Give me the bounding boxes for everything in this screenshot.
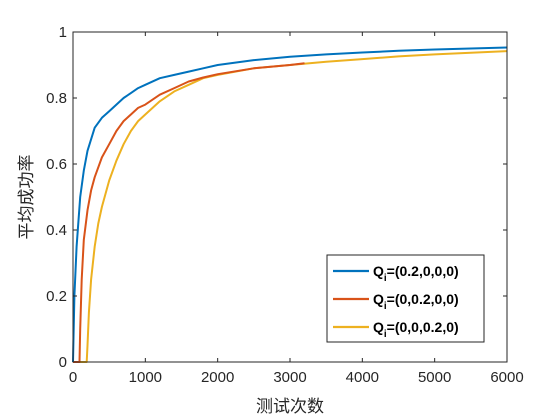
legend-label-2: Qi=(0,0.2,0,0) (373, 291, 459, 312)
x-tick-label: 3000 (273, 369, 306, 386)
legend-label-rest: =(0,0.2,0,0) (387, 291, 459, 307)
x-tick-label: 2000 (201, 369, 234, 386)
legend-label-rest: =(0.2,0,0,0) (387, 263, 459, 279)
series-layer (72, 46, 508, 363)
legend-label-subscript: i (384, 301, 387, 312)
y-tick-label: 0.8 (46, 90, 67, 107)
y-tick-label: 0.6 (46, 156, 67, 173)
y-tick-label: 0.2 (46, 288, 67, 305)
x-tick-label: 0 (69, 369, 77, 386)
y-tick-label: 1 (59, 24, 67, 41)
x-tick-label: 6000 (490, 369, 523, 386)
y-tick-label: 0.4 (46, 222, 67, 239)
legend: Qi=(0.2,0,0,0)Qi=(0,0.2,0,0)Qi=(0,0,0.2,… (326, 254, 485, 343)
legend-label-main: Q (373, 291, 384, 307)
legend-label-1: Qi=(0.2,0,0,0) (373, 263, 459, 284)
x-axis-title: 测试次数 (256, 397, 324, 417)
legend-label-rest: =(0,0,0.2,0) (387, 319, 459, 335)
x-tick-label: 4000 (346, 369, 379, 386)
legend-label-main: Q (373, 319, 384, 335)
legend-label-main: Q (373, 263, 384, 279)
x-tick-label: 1000 (129, 369, 162, 386)
series-line-1 (72, 46, 508, 363)
x-tick-label: 5000 (418, 369, 451, 386)
series-line-2 (73, 62, 305, 363)
legend-label-3: Qi=(0,0,0.2,0) (373, 319, 459, 340)
legend-items: Qi=(0.2,0,0,0)Qi=(0,0.2,0,0)Qi=(0,0,0.2,… (333, 263, 459, 340)
legend-label-subscript: i (384, 273, 387, 284)
y-tick-label: 0 (59, 354, 67, 371)
legend-label-subscript: i (384, 329, 387, 340)
tick-layer: 0 1000 2000 3000 4000 5000 6000 0 0.2 0.4 0.6 0.8 1 (46, 24, 524, 386)
y-axis-title: 平均成功率 (17, 155, 37, 240)
series-line-3 (73, 50, 508, 363)
